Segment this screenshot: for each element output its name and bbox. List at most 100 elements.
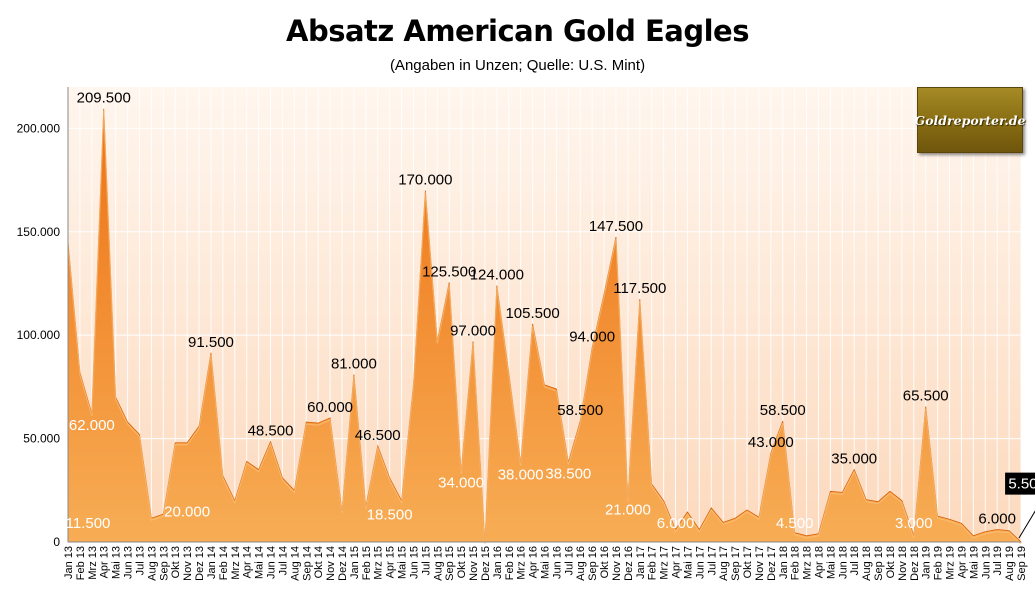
data-label: 147.500 bbox=[589, 218, 643, 235]
data-label: 81.000 bbox=[331, 355, 377, 372]
x-tick-label: Sep 14 bbox=[301, 546, 313, 581]
x-tick-label: Okt 15 bbox=[456, 546, 468, 578]
data-label: 60.000 bbox=[307, 399, 353, 416]
x-tick-label: Feb 16 bbox=[504, 546, 516, 580]
data-label: 125.500 bbox=[422, 263, 476, 280]
x-tick-label: Aug 18 bbox=[861, 546, 873, 581]
x-tick-label: Jun 15 bbox=[408, 546, 420, 579]
x-tick-label: Apr 17 bbox=[671, 546, 683, 578]
x-tick-label: Feb 17 bbox=[647, 546, 659, 580]
x-tick-label: Dez 14 bbox=[337, 546, 349, 581]
data-label: 58.500 bbox=[557, 402, 603, 419]
x-tick-label: Jul 16 bbox=[563, 546, 575, 575]
latest-value-box bbox=[1005, 472, 1035, 495]
data-label: 91.500 bbox=[188, 334, 234, 351]
data-label: 6.000 bbox=[978, 511, 1016, 528]
data-label: 97.000 bbox=[450, 322, 496, 339]
x-tick-label: Sep 17 bbox=[730, 546, 742, 581]
x-tick-label: Aug 19 bbox=[1004, 546, 1016, 581]
x-tick-label: Feb 19 bbox=[933, 546, 945, 580]
y-tick-label: 100.000 bbox=[17, 328, 61, 342]
x-tick-label: Okt 18 bbox=[885, 546, 897, 578]
data-label: 3.000 bbox=[895, 515, 933, 532]
goldreporter-logo: Goldreporter.de bbox=[914, 87, 1026, 153]
y-tick-labels: 0 50.000 100.000 150.000 200.000 bbox=[17, 121, 61, 549]
x-tick-label: Mrz 16 bbox=[516, 546, 528, 580]
x-tick-label: Aug 14 bbox=[289, 546, 301, 581]
y-tick-label: 50.000 bbox=[23, 432, 60, 446]
x-tick-label: Sep 18 bbox=[873, 546, 885, 581]
x-tick-label: Jun 17 bbox=[694, 546, 706, 579]
data-label: 58.500 bbox=[760, 402, 806, 419]
x-tick-label: Dez 16 bbox=[623, 546, 635, 581]
x-tick-label: Apr 15 bbox=[385, 546, 397, 578]
x-tick-label: Jun 16 bbox=[551, 546, 563, 579]
data-label: 94.000 bbox=[569, 329, 615, 346]
data-label: 38.000 bbox=[498, 466, 544, 483]
x-tick-label: Jan 19 bbox=[921, 546, 933, 579]
x-tick-label: Apr 19 bbox=[956, 546, 968, 578]
x-tick-label: Aug 17 bbox=[718, 546, 730, 581]
x-tick-label: Aug 16 bbox=[575, 546, 587, 581]
x-tick-label: Mrz 13 bbox=[87, 546, 99, 580]
x-tick-label: Dez 15 bbox=[480, 546, 492, 581]
x-tick-label: Dez 18 bbox=[909, 546, 921, 581]
data-label: 38.500 bbox=[545, 465, 591, 482]
x-tick-label: Feb 18 bbox=[790, 546, 802, 580]
x-tick-label: Jun 19 bbox=[980, 546, 992, 579]
data-label: 34.000 bbox=[438, 475, 484, 492]
x-tick-labels: Jan 13 Feb 13 Mrz 13 Apr 13 Mai 13 Jun 13 Jul … bbox=[63, 546, 1028, 581]
data-label: 65.500 bbox=[903, 388, 949, 405]
data-area bbox=[67, 108, 1022, 545]
x-tick-label: Okt 16 bbox=[599, 546, 611, 578]
x-tick-label: Apr 13 bbox=[99, 546, 111, 578]
data-label: 105.500 bbox=[505, 305, 559, 322]
data-label: 4.500 bbox=[776, 515, 814, 532]
x-tick-label: Nov 15 bbox=[468, 546, 480, 581]
data-label: 11.500 bbox=[66, 515, 111, 532]
data-label: 46.500 bbox=[355, 427, 401, 444]
x-tick-label: Apr 14 bbox=[242, 546, 254, 578]
latest-value-leader bbox=[1018, 510, 1035, 539]
x-tick-label: Nov 18 bbox=[897, 546, 909, 581]
x-tick-label: Nov 13 bbox=[182, 546, 194, 581]
x-tick-label: Apr 16 bbox=[528, 546, 540, 578]
x-tick-label: Jan 16 bbox=[492, 546, 504, 579]
x-tick-label: Aug 15 bbox=[432, 546, 444, 581]
x-tick-label: Nov 16 bbox=[611, 546, 623, 581]
x-tick-label: Jun 13 bbox=[123, 546, 135, 579]
data-label: 6.000 bbox=[657, 515, 695, 532]
x-tick-label: Sep 19 bbox=[1016, 546, 1028, 581]
x-tick-label: Mai 19 bbox=[968, 546, 980, 579]
data-label: 62.000 bbox=[69, 417, 115, 434]
data-labels: 209.500 62.000 11.500 20.000 91.500 48.500 60.… bbox=[66, 90, 1035, 539]
x-tick-label: Okt 17 bbox=[742, 546, 754, 578]
data-label: 48.500 bbox=[248, 423, 294, 440]
x-tick-label: Mai 13 bbox=[111, 546, 123, 579]
x-tick-label: Nov 14 bbox=[325, 546, 337, 581]
x-tick-label: Jun 14 bbox=[266, 546, 278, 579]
data-label: 170.000 bbox=[398, 171, 452, 188]
x-tick-label: Jan 14 bbox=[206, 546, 218, 579]
x-tick-label: Mai 16 bbox=[540, 546, 552, 579]
x-tick-label: Aug 13 bbox=[146, 546, 158, 581]
x-tick-label: Apr 18 bbox=[813, 546, 825, 578]
x-tick-label: Sep 15 bbox=[444, 546, 456, 581]
data-label: 209.500 bbox=[77, 90, 131, 107]
x-tick-label: Feb 14 bbox=[218, 546, 230, 580]
x-tick-label: Okt 14 bbox=[313, 546, 325, 578]
y-tick-label: 200.000 bbox=[17, 121, 61, 135]
logo-text: Goldreporter.de bbox=[914, 112, 1026, 128]
x-tick-label: Feb 13 bbox=[75, 546, 87, 580]
x-tick-label: Jul 15 bbox=[420, 546, 432, 575]
x-tick-label: Jan 17 bbox=[635, 546, 647, 579]
x-tick-label: Mrz 14 bbox=[230, 546, 242, 580]
x-tick-label: Dez 13 bbox=[194, 546, 206, 581]
series-highlight bbox=[67, 110, 1022, 545]
x-tick-label: Jul 14 bbox=[277, 546, 289, 575]
x-tick-label: Feb 15 bbox=[361, 546, 373, 580]
data-label: 43.000 bbox=[748, 434, 794, 451]
x-tick-label: Nov 17 bbox=[754, 546, 766, 581]
x-tick-label: Mai 17 bbox=[682, 546, 694, 579]
